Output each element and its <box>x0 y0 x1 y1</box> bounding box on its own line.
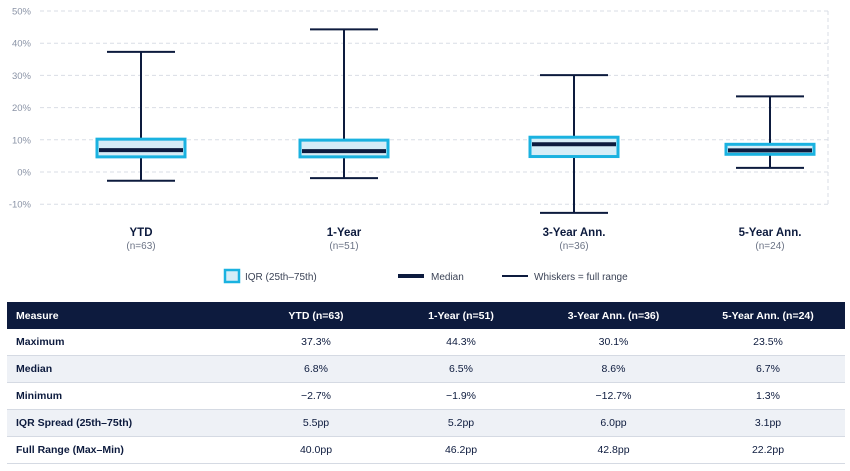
table-cell: IQR Spread (25th–75th) <box>7 409 246 437</box>
category-n-label: (n=24) <box>755 241 784 252</box>
legend-iqr-swatch <box>223 268 241 284</box>
box-3-year-ann- <box>528 74 620 214</box>
table-cell: −1.9% <box>386 382 536 410</box>
table-header-1year: 1-Year (n=51) <box>386 302 536 329</box>
legend-iqr-label: IQR (25th–75th) <box>245 272 317 283</box>
table-header-ytd: YTD (n=63) <box>246 302 386 329</box>
table-cell: 30.1% <box>536 329 691 356</box>
table-cell: 1.3% <box>691 382 845 410</box>
category-labels: YTD (n=63) 1-Year (n=51) 3-Year Ann. (n=36) 5-… <box>126 227 801 252</box>
iqr-box <box>298 138 390 159</box>
table-row: Median 6.8% 6.5% 8.6% 6.7% <box>7 355 845 383</box>
y-tick-label: -10% <box>9 200 32 211</box>
table-cell: −12.7% <box>536 382 691 410</box>
y-tick-label: 0% <box>17 168 31 179</box>
table-cell: 5.2pp <box>386 409 536 437</box>
table-header-row: Measure YTD (n=63) 1-Year (n=51) 3-Year … <box>7 302 845 329</box>
table-cell: 44.3% <box>386 329 536 356</box>
table-header-3year: 3-Year Ann. (n=36) <box>536 302 691 329</box>
category-label: 5-Year Ann. <box>739 227 802 239</box>
grid-layer: 50% 40% 30% 20% 10% 0% -10% <box>9 7 829 211</box>
y-tick-label: 30% <box>12 71 32 82</box>
table-cell: 8.6% <box>536 355 691 383</box>
table-cell: Maximum <box>7 329 246 356</box>
table-cell: 6.7% <box>691 355 845 383</box>
y-tick-label: 50% <box>12 7 32 18</box>
table-row: Maximum 37.3% 44.3% 30.1% 23.5% <box>7 329 845 356</box>
table-cell: 46.2pp <box>386 436 536 464</box>
category-label: 1-Year <box>327 227 362 239</box>
category-n-label: (n=36) <box>559 241 588 252</box>
table-cell: Median <box>7 355 246 383</box>
category-n-label: (n=51) <box>329 241 358 252</box>
table-cell: 6.0pp <box>536 409 691 437</box>
table-cell: 5.5pp <box>246 409 386 437</box>
iqr-box <box>528 135 620 159</box>
table-cell: 6.5% <box>386 355 536 383</box>
table-cell: 22.2pp <box>691 436 845 464</box>
table-row: Full Range (Max–Min) 40.0pp 46.2pp 42.8p… <box>7 436 845 464</box>
legend: IQR (25th–75th) Median Whiskers = full r… <box>223 268 628 284</box>
category-n-label: (n=63) <box>126 241 155 252</box>
category-label: 3-Year Ann. <box>543 227 606 239</box>
table-row: IQR Spread (25th–75th) 5.5pp 5.2pp 6.0pp… <box>7 409 845 437</box>
table-header-measure: Measure <box>7 302 246 329</box>
box-1-year <box>298 28 390 180</box>
box-layer <box>95 28 816 214</box>
category-label: YTD <box>130 227 153 239</box>
table-cell: 42.8pp <box>536 436 691 464</box>
table-cell: 6.8% <box>246 355 386 383</box>
boxplot-chart: 50% 40% 30% 20% 10% 0% -10% YTD (n=63) 1-Year (n=… <box>9 7 829 284</box>
table-header-5year: 5-Year Ann. (n=24) <box>691 302 845 329</box>
iqr-box <box>95 137 187 159</box>
y-tick-label: 40% <box>12 39 32 50</box>
legend-median-label: Median <box>431 272 464 283</box>
legend-whisker-label: Whiskers = full range <box>534 272 628 283</box>
table-cell: −2.7% <box>246 382 386 410</box>
table-cell: 37.3% <box>246 329 386 356</box>
summary-table: Measure YTD (n=63) 1-Year (n=51) 3-Year … <box>7 302 845 464</box>
table-cell: Minimum <box>7 382 246 410</box>
table-cell: 40.0pp <box>246 436 386 464</box>
box-5-year-ann- <box>724 95 816 169</box>
box-ytd <box>95 50 187 182</box>
y-tick-label: 20% <box>12 103 32 114</box>
table-cell: Full Range (Max–Min) <box>7 436 246 464</box>
table-cell: 23.5% <box>691 329 845 356</box>
table-cell: 3.1pp <box>691 409 845 437</box>
y-tick-label: 10% <box>12 135 32 146</box>
table-row: Minimum −2.7% −1.9% −12.7% 1.3% <box>7 382 845 410</box>
